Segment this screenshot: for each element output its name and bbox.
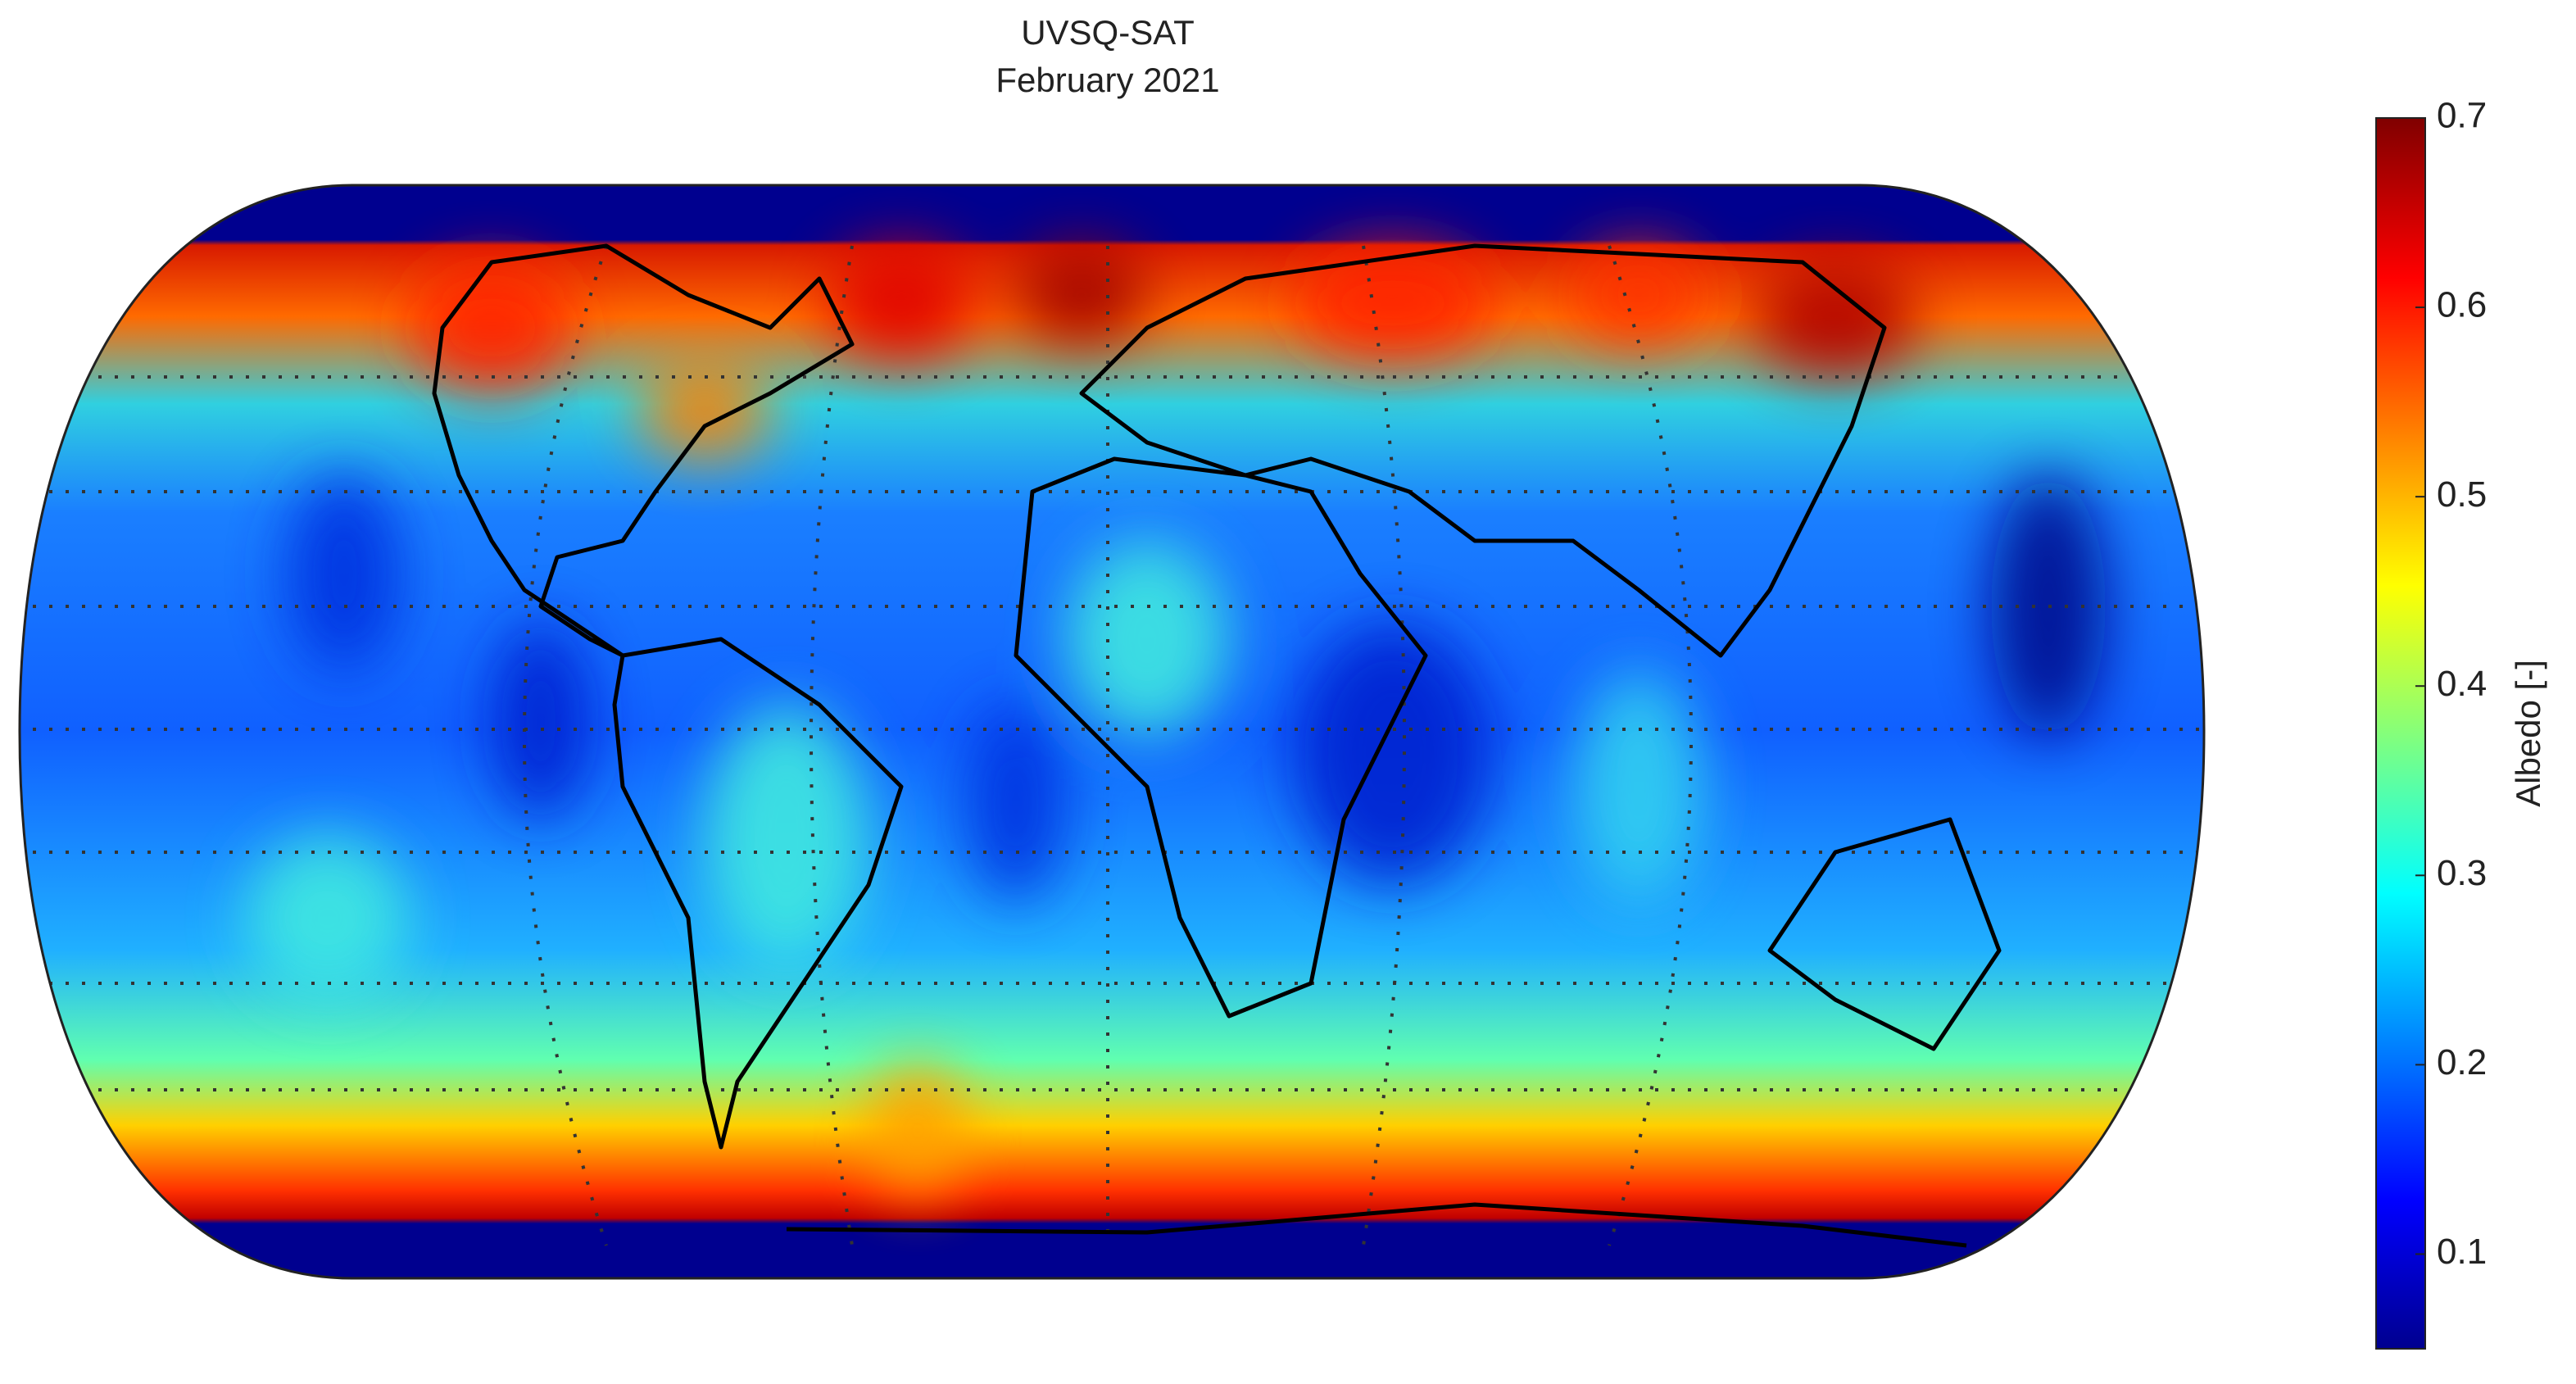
- colorbar-tick-label: 0.2: [2437, 1042, 2487, 1082]
- colorbar-scale: [2375, 117, 2426, 1350]
- colorbar-label: Albedo [-]: [2509, 660, 2547, 807]
- colorbar-tick-label: 0.4: [2437, 664, 2487, 704]
- colorbar-tick-label: 0.3: [2437, 853, 2487, 893]
- colorbar-tick-label: 0.5: [2437, 474, 2487, 515]
- map-title: UVSQ-SAT: [1021, 13, 1195, 52]
- colorbar-tick-label: 0.7: [2437, 96, 2487, 136]
- colorbar-tick-label: 0.1: [2437, 1232, 2487, 1272]
- map-subtitle: February 2021: [995, 61, 1219, 99]
- colorbar: Albedo [-] 0.1 0.2 0.3 0.4 0.5 0.6 0.7: [2375, 96, 2547, 1350]
- albedo-map: [20, 185, 2204, 1278]
- map-frame: [18, 184, 2206, 1280]
- colorbar-tick-label: 0.6: [2437, 285, 2487, 325]
